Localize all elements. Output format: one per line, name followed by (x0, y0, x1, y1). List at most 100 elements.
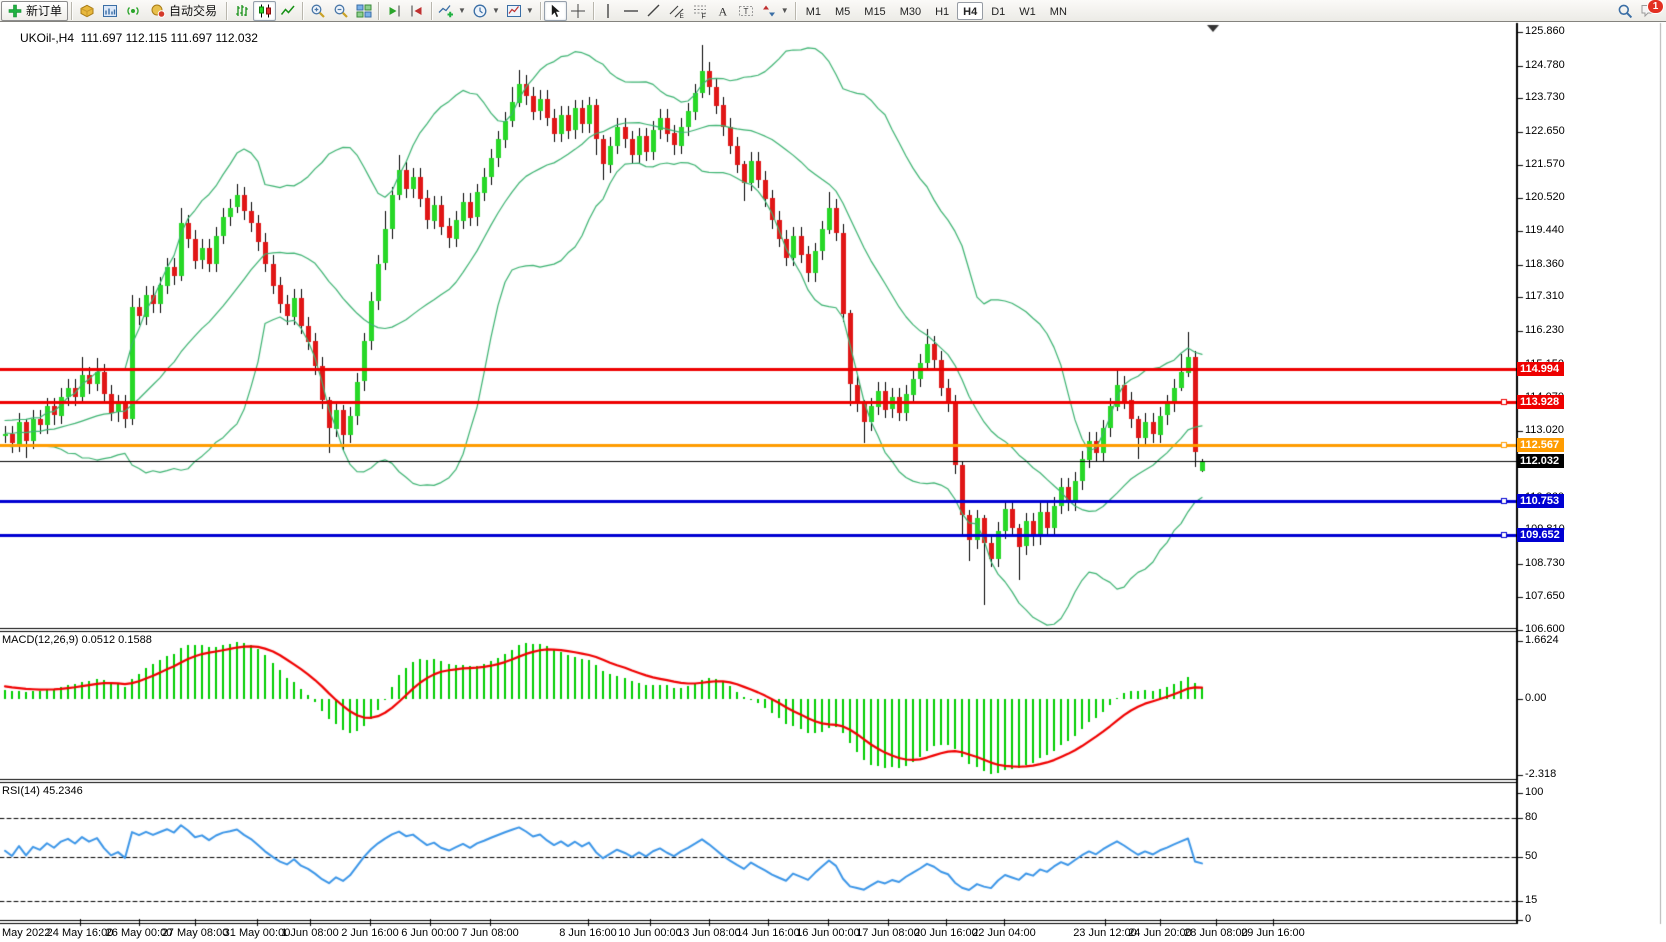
time-axis-label: 23 Jun 12:00 (1073, 927, 1137, 939)
line-chart-icon (280, 5, 295, 15)
candlestick-chart-button[interactable] (253, 0, 277, 21)
new-order-icon (8, 4, 22, 17)
time-axis-label: 8 Jun 16:00 (559, 927, 617, 939)
toolbar-separator (431, 1, 433, 20)
price-axis-tick: 125.860 (1525, 25, 1565, 37)
timeframe-h4[interactable]: H4 (957, 1, 984, 20)
price-axis-tick: 121.570 (1525, 158, 1565, 170)
search-icon (1618, 4, 1632, 18)
chart-shift-icon (410, 5, 422, 16)
tile-windows-button[interactable] (352, 1, 375, 21)
notification-badge: 1 (1647, 0, 1664, 14)
notifications-button[interactable]: 1 (1640, 0, 1664, 20)
rsi-indicator-label: RSI(14) 45.2346 (2, 785, 83, 797)
chart-shift-button[interactable] (405, 1, 428, 21)
price-line-tag: 113.928 (1517, 395, 1564, 409)
line-chart-button[interactable] (276, 1, 299, 21)
market-icon (80, 4, 94, 17)
signals-button[interactable] (121, 1, 144, 21)
macd-axis-tick: -2.318 (1525, 768, 1557, 780)
price-line-tag: 114.994 (1517, 362, 1564, 376)
rsi-axis-tick: 50 (1525, 850, 1538, 862)
auto-scroll-icon (389, 5, 400, 16)
time-axis-label: 1 Jun 08:00 (281, 927, 339, 939)
crosshair-button[interactable] (567, 1, 590, 21)
toolbar-separator (302, 1, 304, 20)
timeframe-m30[interactable]: M30 (894, 2, 927, 20)
time-axis-label: 26 May 00:00 (105, 927, 173, 939)
templates-icon (506, 4, 521, 17)
arrows-button[interactable]: ▼ (758, 1, 792, 21)
crosshair-icon (571, 3, 586, 18)
timeframe-m1[interactable]: M1 (800, 2, 827, 20)
indicators-button[interactable]: ▼ (435, 1, 469, 21)
toolbar-separator (539, 1, 541, 20)
time-axis-label: 6 Jun 00:00 (401, 927, 459, 939)
time-axis-label: May 2022 (2, 927, 51, 939)
svg-text:A: A (719, 4, 728, 18)
price-axis-tick: 108.730 (1525, 557, 1565, 569)
market-watch-button[interactable] (75, 1, 98, 21)
periods-clock-icon (473, 4, 487, 17)
price-axis-tick: 119.440 (1525, 224, 1564, 236)
macd-indicator-label: MACD(12,26,9) 0.0512 0.1588 (2, 634, 152, 646)
price-axis-tick: 116.230 (1525, 324, 1564, 336)
fibo-icon: F (694, 5, 707, 19)
price-axis-tick: 117.310 (1525, 290, 1564, 302)
horizontal-line-button[interactable] (620, 1, 643, 21)
timeframe-mn[interactable]: MN (1044, 2, 1073, 20)
rsi-axis-tick: 80 (1525, 811, 1538, 823)
zoom-out-button[interactable] (329, 1, 352, 21)
time-axis-label: 29 Jun 16:00 (1241, 927, 1305, 939)
bar-chart-button[interactable] (230, 1, 253, 21)
svg-text:T: T (744, 7, 749, 16)
timeframe-w1[interactable]: W1 (1013, 2, 1042, 20)
search-button[interactable] (1613, 1, 1636, 21)
tile-windows-icon (356, 4, 372, 17)
time-axis-label: 2 Jun 16:00 (341, 927, 399, 939)
new-order-label: 新订单 (26, 4, 63, 18)
templates-button[interactable]: ▼ (503, 1, 537, 21)
auto-trading-label: 自动交易 (169, 4, 218, 18)
rsi-axis-tick: 0 (1525, 913, 1532, 925)
vertical-line-button[interactable] (597, 1, 620, 21)
toolbar-separator (592, 1, 594, 20)
text-label-button[interactable]: T (735, 1, 758, 21)
arrows-icon (762, 5, 775, 16)
timeframe-m15[interactable]: M15 (858, 2, 891, 20)
auto-trading-icon (151, 4, 166, 18)
auto-scroll-button[interactable] (382, 1, 405, 21)
timeframe-h1[interactable]: H1 (929, 2, 955, 20)
price-line-tag: 112.567 (1517, 438, 1564, 452)
price-axis-tick: 106.600 (1525, 623, 1565, 635)
cursor-button[interactable] (543, 0, 567, 21)
periods-button[interactable]: ▼ (469, 1, 503, 21)
toolbar-separator (794, 1, 796, 20)
cursor-icon (551, 2, 562, 18)
timeframe-d1[interactable]: D1 (985, 2, 1011, 20)
chart-window-button[interactable] (98, 1, 121, 21)
time-axis-label: 27 May 08:00 (161, 927, 229, 939)
dropdown-arrow-icon: ▼ (780, 6, 789, 15)
trendline-icon (647, 4, 660, 16)
indicators-icon (438, 4, 454, 17)
time-axis-label: 24 Jun 20:00 (1128, 927, 1192, 939)
chart-window-icon (102, 4, 117, 17)
fibonacci-button[interactable]: F (689, 1, 712, 21)
new-order-button[interactable]: 新订单 (1, 0, 69, 21)
text-button[interactable]: A (712, 1, 735, 21)
time-axis-label: 20 Jun 16:00 (914, 927, 978, 939)
timeframe-m5[interactable]: M5 (829, 2, 856, 20)
price-line-tag: 110.753 (1517, 494, 1564, 508)
equidistant-channel-button[interactable]: E (666, 1, 689, 21)
trendline-button[interactable] (643, 1, 666, 21)
price-line-tag: 112.032 (1517, 454, 1564, 468)
macd-axis-tick: 0.00 (1525, 692, 1547, 704)
zoom-in-button[interactable] (306, 1, 329, 21)
macd-axis-tick: 1.6624 (1525, 634, 1559, 646)
auto-trading-button[interactable]: 自动交易 (144, 1, 223, 21)
toolbar-separator (378, 1, 380, 20)
toolbar-separator (226, 1, 228, 20)
vertical-line-icon (607, 3, 609, 18)
